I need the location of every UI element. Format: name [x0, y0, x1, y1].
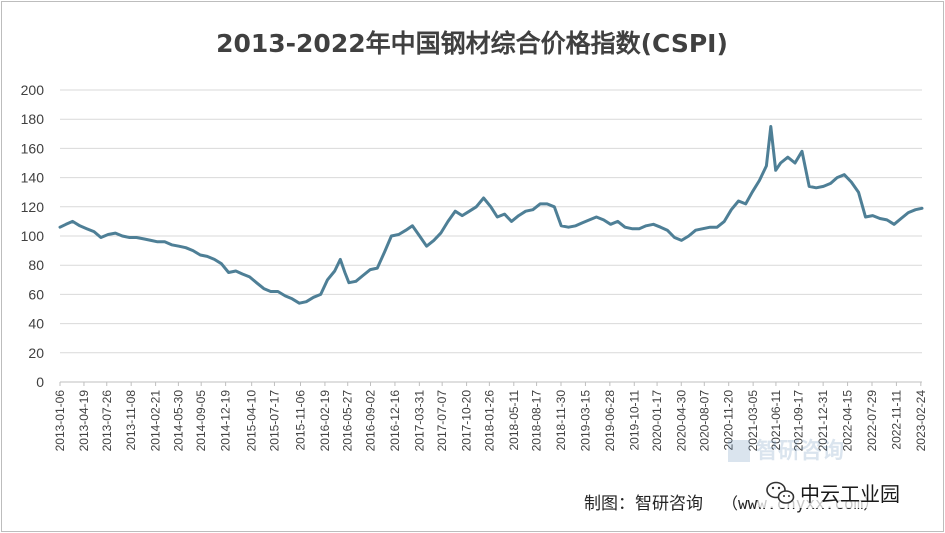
credit-label: 制图：智研咨询 — [584, 494, 703, 514]
x-tick-label: 2013-01-06 — [53, 390, 67, 452]
watermark-logo-block — [728, 440, 750, 462]
x-tick-label: 2018-05-11 — [507, 390, 521, 451]
x-tick-label: 2018-01-26 — [482, 390, 496, 452]
gridlines — [60, 89, 922, 354]
y-tick-label: 0 — [36, 374, 44, 390]
x-tick-label: 2021-06-11 — [769, 390, 783, 451]
wechat-icon — [766, 481, 795, 504]
x-tick-label: 2017-03-31 — [412, 390, 426, 452]
y-axis-ticks: 0 20 40 60 80 100 120 140 160 180 200 — [21, 82, 45, 390]
x-tick-label: 2013-04-19 — [77, 390, 91, 452]
watermark-faded-text: 智研咨询 — [756, 438, 844, 464]
x-tick-label: 2016-05-27 — [341, 390, 355, 452]
x-tick-label: 2013-11-08 — [124, 390, 138, 451]
y-tick-label: 60 — [28, 286, 44, 302]
x-tick-label: 2021-03-05 — [746, 390, 760, 452]
x-tick-label: 2016-12-16 — [388, 390, 402, 452]
wechat-watermark: 中云工业园 — [758, 478, 922, 508]
wechat-watermark-bg — [758, 478, 922, 508]
x-tick-label: 2014-02-21 — [149, 390, 163, 452]
faded-watermark: 智研咨询 — [728, 438, 844, 464]
watermark-brand-text: 中云工业园 — [800, 482, 900, 506]
y-tick-label: 160 — [21, 140, 45, 156]
x-tick-label: 2019-10-11 — [627, 390, 641, 451]
y-tick-label: 40 — [28, 316, 44, 332]
x-tick-label: 2022-11-11 — [889, 390, 903, 450]
x-tick-label: 2013-07-26 — [100, 390, 114, 452]
x-tick-label: 2021-09-17 — [792, 390, 806, 452]
x-tick-label: 2018-08-17 — [530, 390, 544, 452]
y-tick-label: 200 — [21, 82, 45, 98]
x-tick-label: 2019-03-15 — [578, 390, 592, 452]
x-tick-label: 2020-11-20 — [722, 390, 736, 451]
chart-title: 2013-2022年中国钢材综合价格指数(CSPI) — [216, 29, 728, 58]
y-tick-label: 20 — [28, 345, 44, 361]
y-tick-label: 120 — [21, 199, 45, 215]
x-tick-label: 2021-12-31 — [816, 390, 830, 452]
x-tick-label: 2022-04-15 — [841, 390, 855, 452]
y-tick-label: 180 — [21, 111, 45, 127]
x-tick-label: 2014-09-05 — [194, 390, 208, 452]
x-tick-label: 2016-02-19 — [318, 390, 332, 452]
x-tick-label: 2022-07-29 — [865, 390, 879, 452]
y-tick-label: 140 — [21, 170, 45, 186]
x-tick-label: 2020-01-17 — [650, 390, 664, 452]
x-tick-label: 2015-07-17 — [267, 390, 281, 452]
x-tick-label: 2023-02-24 — [914, 390, 928, 452]
x-tick-label: 2019-06-28 — [603, 390, 617, 452]
x-tick-label: 2020-08-07 — [697, 390, 711, 452]
x-axis-ticks: 2013-01-06 2013-04-19 2013-07-26 2013-11-08… — [53, 382, 928, 451]
x-tick-label: 2018-11-30 — [554, 390, 568, 451]
x-tick-label: 2020-04-30 — [674, 390, 688, 452]
x-tick-label: 2014-05-30 — [171, 390, 185, 452]
series-line — [58, 125, 924, 305]
x-tick-label: 2017-10-20 — [460, 390, 474, 452]
x-tick-label: 2017-07-07 — [435, 390, 449, 452]
x-tick-label: 2015-04-10 — [245, 390, 259, 452]
y-tick-label: 80 — [28, 257, 44, 273]
x-tick-label: 2016-09-02 — [364, 390, 378, 452]
x-tick-label: 2014-12-19 — [219, 390, 233, 452]
y-tick-label: 100 — [21, 228, 45, 244]
x-tick-label: 2015-11-06 — [294, 390, 308, 451]
